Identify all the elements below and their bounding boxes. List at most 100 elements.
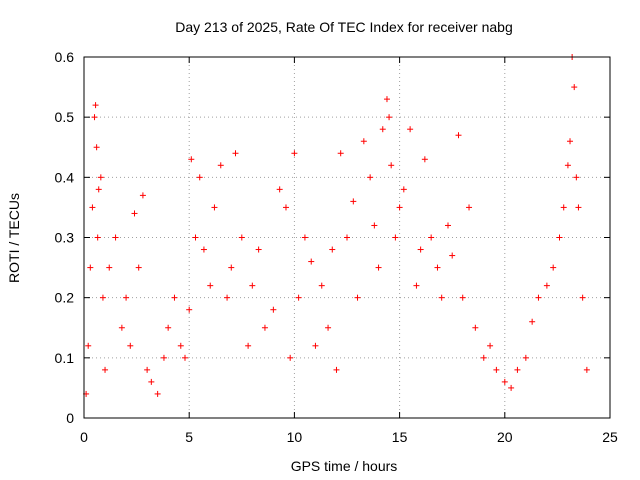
data-point [102, 366, 109, 373]
data-point [455, 132, 462, 139]
data-point [92, 102, 99, 109]
data-point [270, 306, 277, 313]
data-point [571, 84, 578, 91]
data-point [217, 162, 224, 169]
data-point [282, 204, 289, 211]
x-tick-label: 20 [497, 429, 513, 445]
x-tick-label: 25 [602, 429, 618, 445]
data-point [386, 114, 393, 121]
data-point [89, 204, 96, 211]
data-point [85, 342, 92, 349]
data-point [480, 354, 487, 361]
data-point [95, 186, 102, 193]
y-axis-label: ROTI / TECUs [6, 193, 22, 283]
data-point [350, 198, 357, 205]
data-point [171, 294, 178, 301]
data-point [522, 354, 529, 361]
data-point [112, 234, 119, 241]
x-axis-label: GPS time / hours [291, 458, 398, 474]
data-point [487, 342, 494, 349]
x-tick-label: 0 [80, 429, 88, 445]
data-point [276, 186, 283, 193]
data-point [186, 306, 193, 313]
data-point [333, 366, 340, 373]
data-point [94, 234, 101, 241]
data-point [160, 354, 167, 361]
data-point [508, 384, 515, 391]
data-point [444, 222, 451, 229]
axis-ticks [83, 56, 611, 419]
data-point [139, 192, 146, 199]
data-point [466, 204, 473, 211]
data-point [196, 174, 203, 181]
data-point [127, 342, 134, 349]
data-point [371, 222, 378, 229]
data-point [407, 126, 414, 133]
data-point [501, 378, 508, 385]
data-point [123, 294, 130, 301]
data-point [493, 366, 500, 373]
data-point [573, 174, 580, 181]
x-tick-label: 15 [392, 429, 408, 445]
data-point [255, 246, 262, 253]
data-point [99, 294, 106, 301]
chart-title: Day 213 of 2025, Rate Of TEC Index for r… [175, 19, 512, 35]
data-point [579, 294, 586, 301]
data-point [434, 264, 441, 271]
data-point [556, 234, 563, 241]
data-point [529, 318, 536, 325]
data-point [367, 174, 374, 181]
data-point [428, 234, 435, 241]
data-point [207, 282, 214, 289]
data-point [232, 150, 239, 157]
data-points [83, 54, 590, 397]
data-point [560, 204, 567, 211]
data-point [249, 282, 256, 289]
data-point [421, 156, 428, 163]
data-point [97, 174, 104, 181]
data-point [228, 264, 235, 271]
data-point [360, 138, 367, 145]
data-point [388, 162, 395, 169]
data-point [200, 246, 207, 253]
data-point [87, 264, 94, 271]
data-point [118, 324, 125, 331]
data-point [135, 264, 142, 271]
data-point [413, 282, 420, 289]
y-tick-label: 0.2 [55, 290, 75, 306]
data-point [344, 234, 350, 241]
data-point [291, 150, 298, 157]
data-point [583, 366, 590, 373]
data-point [392, 234, 399, 241]
data-point [575, 204, 582, 211]
data-point [93, 144, 100, 151]
data-point [459, 294, 466, 301]
data-point [245, 342, 252, 349]
y-tick-labels: 0 0.1 0.2 0.3 0.4 0.5 0.6 [55, 49, 75, 426]
data-point [337, 150, 344, 157]
data-point [550, 264, 557, 271]
y-tick-label: 0.3 [55, 230, 75, 246]
data-point [165, 324, 172, 331]
data-point [148, 378, 155, 385]
data-point [375, 264, 382, 271]
y-tick-label: 0.4 [55, 169, 75, 185]
data-point [144, 366, 151, 373]
data-point [396, 204, 403, 211]
y-tick-label: 0.5 [55, 109, 75, 125]
data-point [154, 390, 161, 397]
data-point [106, 264, 113, 271]
data-point [543, 282, 550, 289]
data-point [295, 294, 302, 301]
data-point [301, 234, 308, 241]
x-tick-labels: 0 5 10 15 20 25 [80, 429, 618, 445]
data-point [325, 324, 332, 331]
data-point [224, 294, 231, 301]
data-point [514, 366, 521, 373]
y-tick-label: 0.6 [55, 49, 75, 65]
data-point [91, 114, 98, 121]
data-point [308, 258, 315, 265]
data-point [188, 156, 195, 163]
x-tick-label: 10 [287, 429, 303, 445]
